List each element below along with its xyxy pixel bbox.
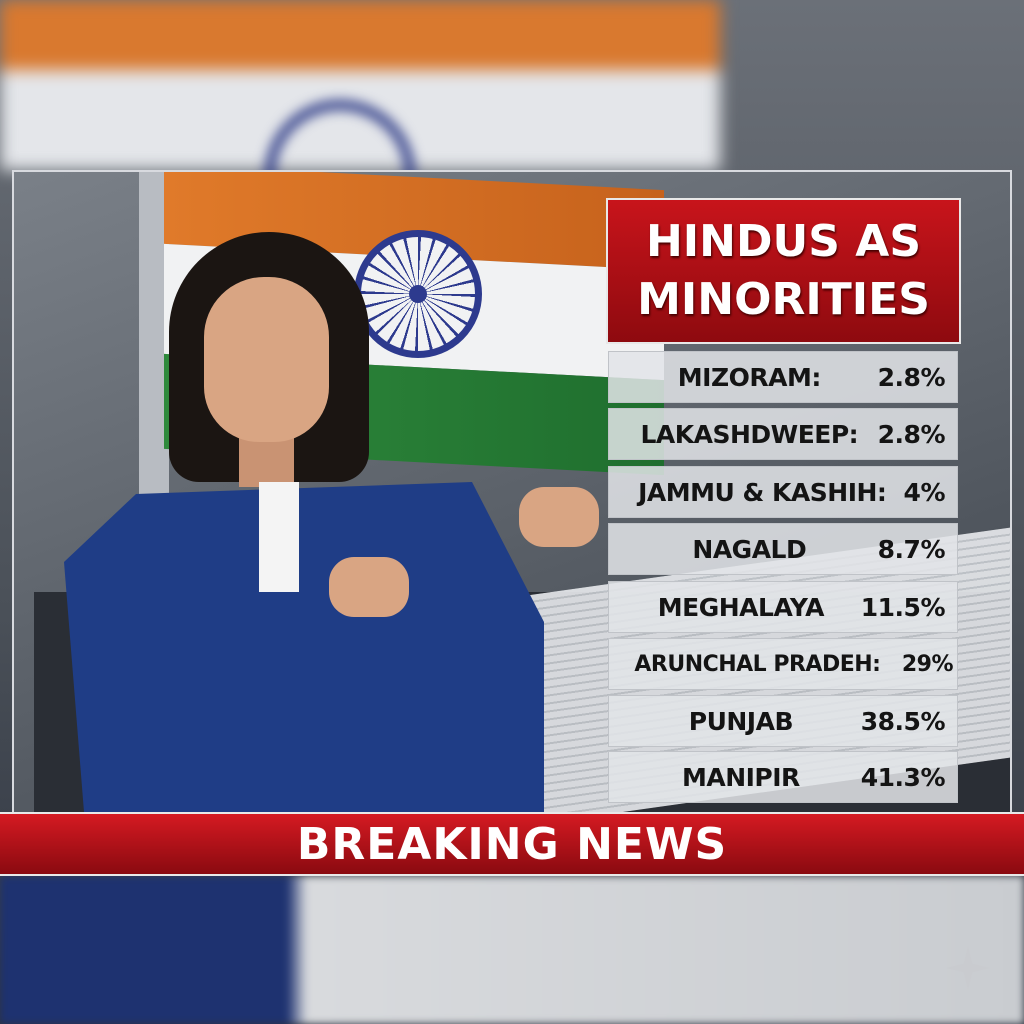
headline-line-1: HINDUS AS <box>645 216 922 267</box>
state-value: 8.7% <box>877 534 946 564</box>
state-name: MANIPIR <box>681 762 800 792</box>
state-value: 41.3% <box>860 762 946 792</box>
state-name: ARUNCHAL PRADEH: <box>634 651 881 677</box>
list-item: NAGALD 8.7% <box>608 523 958 575</box>
state-value: 38.5% <box>860 706 946 736</box>
state-name: MEGHALAYA <box>657 592 825 622</box>
list-item: MEGHALAYA 11.5% <box>608 581 958 633</box>
breaking-news-text: BREAKING NEWS <box>296 818 728 870</box>
state-name: NAGALD <box>692 534 807 564</box>
state-name: JAMMU & KASHIH: <box>638 477 887 507</box>
news-anchor <box>64 232 599 813</box>
list-item: LAKASHDWEEP: 2.8% <box>608 408 958 460</box>
headline-line-2: MINORITIES <box>637 274 930 325</box>
list-item: PUNJAB 38.5% <box>608 695 958 747</box>
list-item: ARUNCHAL PRADEH: 29% <box>608 638 958 690</box>
headline-box: HINDUS AS MINORITIES <box>606 198 961 344</box>
state-name: MIZORAM: <box>677 362 822 392</box>
list-item: MANIPIR 41.3% <box>608 751 958 803</box>
state-name: LAKASHDWEEP: <box>640 419 859 449</box>
background-bottom-blurred <box>0 876 1024 1024</box>
background-flag-blurred <box>0 0 720 170</box>
list-item: MIZORAM: 2.8% <box>608 351 958 403</box>
state-value: 2.8% <box>877 419 946 449</box>
state-value: 4% <box>903 477 946 507</box>
state-value: 2.8% <box>877 362 946 392</box>
state-value: 11.5% <box>860 592 946 622</box>
state-value: 29% <box>901 651 954 677</box>
list-item: JAMMU & KASHIH: 4% <box>608 466 958 518</box>
state-name: PUNJAB <box>688 706 794 736</box>
breaking-news-banner: BREAKING NEWS <box>0 812 1024 876</box>
